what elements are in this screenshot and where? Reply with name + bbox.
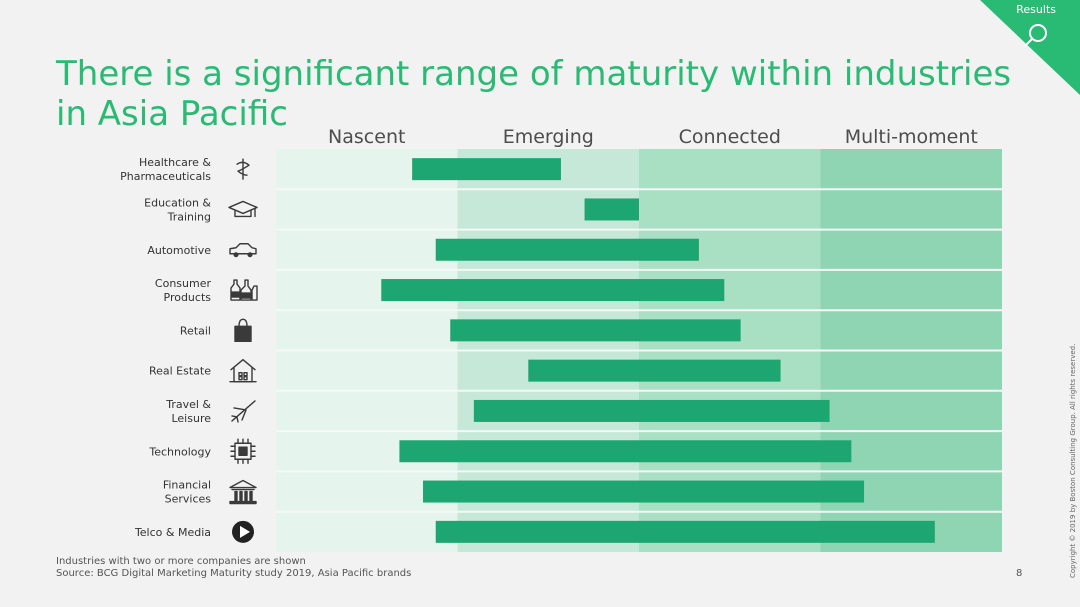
bottles-icon (230, 279, 258, 301)
house-icon (229, 358, 257, 383)
stage-header-multi-moment: Multi-moment (845, 126, 978, 148)
stage-header-emerging: Emerging (503, 126, 594, 148)
results-corner-tab (980, 0, 1080, 95)
range-bar (381, 279, 725, 302)
graduation-cap-icon (228, 200, 258, 218)
range-bar (528, 359, 781, 382)
range-bar (584, 198, 639, 221)
industry-label: Telco & Media (134, 526, 211, 539)
car-icon (229, 243, 257, 258)
footnote-source: Source: BCG Digital Marketing Maturity s… (56, 568, 412, 579)
industry-label: Healthcare & (139, 156, 211, 169)
range-bar (435, 238, 699, 261)
range-bar (473, 399, 830, 422)
play-button-icon (232, 520, 254, 543)
results-label: Results (1016, 3, 1056, 16)
range-bar (399, 440, 852, 463)
industry-label: Consumer (155, 277, 212, 290)
industry-label: Retail (180, 324, 211, 337)
medical-caduceus-icon (236, 158, 250, 180)
microchip-icon (230, 438, 256, 464)
range-bar (423, 480, 865, 503)
industry-label: Training (167, 210, 211, 223)
industry-label: Technology (148, 445, 211, 458)
shopping-bag-icon (234, 318, 252, 343)
page-number: 8 (1016, 568, 1023, 579)
range-bar (450, 319, 741, 342)
industry-label: Products (164, 291, 212, 304)
range-bar (435, 520, 935, 543)
airplane-icon (231, 400, 256, 423)
magnifier-icon (1024, 24, 1047, 47)
title-line-1: There is a significant range of maturity… (56, 54, 1012, 94)
industry-label: Travel & (165, 398, 211, 411)
footnote-note: Industries with two or more companies ar… (56, 556, 306, 567)
stage-header-connected: Connected (679, 126, 781, 148)
corner-triangle (980, 0, 1080, 95)
industry-label: Pharmaceuticals (120, 170, 211, 183)
industry-label: Services (165, 493, 212, 506)
title-line-2: in Asia Pacific (56, 94, 288, 134)
bank-building-icon (229, 479, 257, 505)
range-bar (412, 158, 561, 181)
industry-label: Automotive (147, 244, 211, 257)
stage-header-nascent: Nascent (328, 126, 405, 148)
copyright-notice: Copyright © 2019 by Boston Consulting Gr… (1069, 343, 1077, 578)
industry-label: Leisure (171, 412, 211, 425)
industry-label: Education & (144, 196, 211, 209)
page-title: There is a significant range of maturity… (56, 54, 1011, 134)
industry-label: Financial (163, 479, 211, 492)
industry-label: Real Estate (149, 365, 211, 378)
